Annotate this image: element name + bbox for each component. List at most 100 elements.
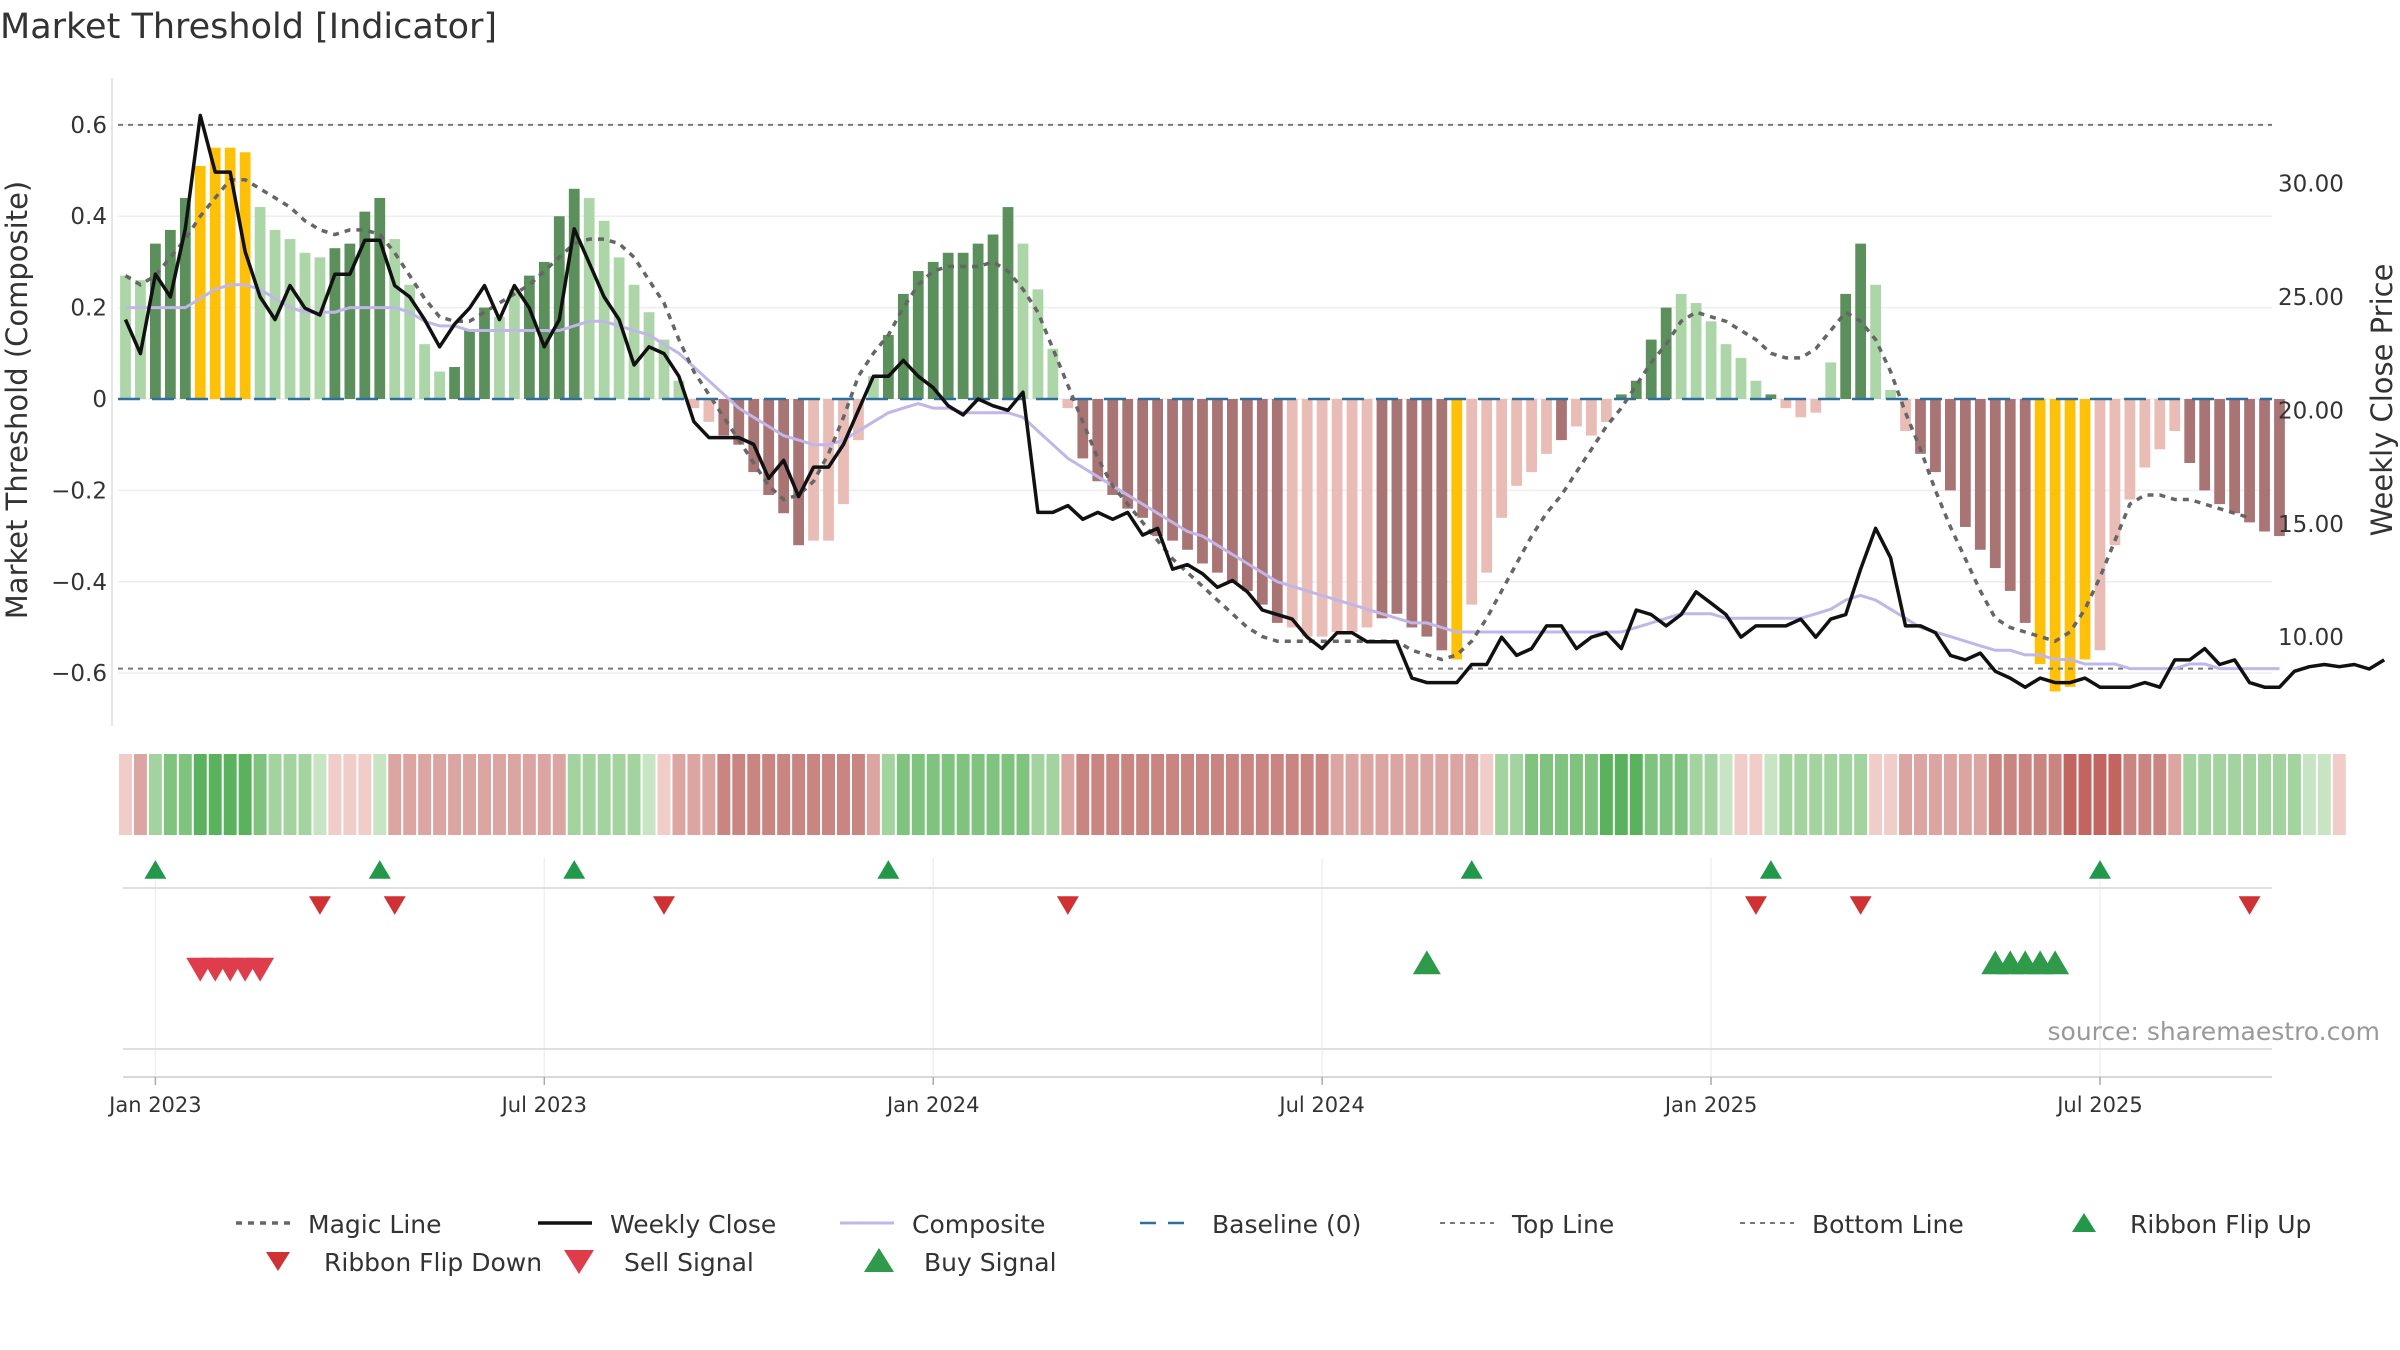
composite-bar	[179, 197, 191, 399]
composite-bar	[1376, 399, 1388, 619]
ribbon-flip-down-marker	[1849, 896, 1872, 915]
ribbon-cell	[2258, 754, 2271, 835]
ribbon-cell	[2078, 754, 2092, 835]
composite-bar	[673, 380, 685, 399]
ribbon-cell	[1166, 754, 1180, 835]
signal-markers	[123, 858, 2272, 1080]
ribbon-flip-up-marker	[563, 860, 586, 879]
y-tick-label: 0.6	[70, 113, 107, 139]
legend-swatch	[564, 1250, 594, 1274]
ribbon-cell	[1345, 754, 1359, 835]
ribbon-cell	[1689, 754, 1703, 835]
ribbon-cell	[2003, 754, 2017, 835]
y-tick-label: −0.4	[51, 570, 107, 596]
ribbon-cell	[418, 754, 432, 835]
composite-bar	[1466, 399, 1478, 605]
composite-bar	[1825, 362, 1837, 399]
composite-bar	[299, 252, 311, 399]
composite-bar	[1227, 399, 1238, 582]
composite-bar	[314, 257, 326, 399]
composite-bar	[972, 243, 984, 399]
composite-bar	[868, 376, 879, 399]
composite-bar	[374, 197, 386, 399]
composite-bar	[1945, 399, 1956, 491]
composite-bar	[1959, 399, 1971, 527]
ribbon-flip-up-marker	[1759, 860, 1782, 879]
ribbon-cell	[986, 754, 1000, 835]
composite-bar	[1077, 399, 1089, 459]
ribbon-cell	[388, 754, 402, 835]
ribbon-cell	[1734, 754, 1748, 835]
ribbon-cell	[1839, 754, 1853, 835]
ribbon-cell	[1644, 754, 1658, 835]
y-right-axis-label: Weekly Close Price	[2365, 264, 2399, 537]
legend-item-top: Top Line	[1440, 1210, 1614, 1239]
legend-label: Bottom Line	[1812, 1210, 1964, 1239]
composite-bar	[120, 275, 131, 399]
ribbon-cell	[1540, 754, 1553, 835]
composite-bar	[434, 371, 445, 399]
ribbon-cell	[537, 754, 551, 835]
composite-bar	[2244, 399, 2255, 523]
ribbon-cell	[896, 754, 910, 835]
sell-signal-marker	[246, 957, 275, 982]
ribbon-flip-down-marker	[652, 896, 675, 915]
composite-bar	[1615, 394, 1627, 399]
composite-bar	[1690, 303, 1702, 399]
composite-bar	[164, 229, 176, 399]
ribbon-flip-up-marker	[877, 860, 900, 879]
ribbon-cell	[1988, 754, 2002, 835]
ribbon-cell	[1255, 754, 1269, 835]
ribbon-cell	[313, 754, 327, 835]
composite-bar	[1421, 399, 1433, 637]
composite-bar	[2139, 399, 2151, 468]
composite-bar	[329, 248, 341, 399]
ribbon-cell	[1629, 754, 1643, 835]
ribbon-flip-down-marker	[383, 896, 406, 915]
composite-bar	[763, 399, 775, 495]
legend-swatch	[2072, 1213, 2096, 1232]
composite-bar	[2154, 399, 2166, 450]
ribbon-cell	[1405, 754, 1419, 835]
y-tick-label: 0.2	[70, 296, 107, 322]
ribbon-cell	[717, 754, 731, 835]
composite-bar	[598, 220, 610, 399]
ribbon-cell	[1719, 754, 1733, 835]
composite-bar	[1541, 399, 1552, 454]
ribbon-cell	[1659, 754, 1673, 835]
ribbon-cell	[672, 754, 686, 835]
composite-bar	[1481, 399, 1493, 573]
composite-bar	[1675, 293, 1687, 399]
ribbon-cell	[373, 754, 387, 835]
ribbon-cell	[1704, 754, 1718, 835]
composite-bar	[344, 243, 356, 399]
composite-bar	[1002, 207, 1014, 399]
ribbon-flip-up-marker	[368, 860, 391, 879]
legend: Magic Line Weekly Close Composite Baseline …	[236, 1210, 2311, 1277]
ribbon-cell	[2302, 754, 2316, 835]
ribbon-cell	[163, 754, 177, 835]
ribbon-cell	[1510, 754, 1524, 835]
composite-bar	[853, 399, 864, 441]
legend-item-buy: Buy Signal	[864, 1248, 1057, 1277]
y-tick-label: −0.2	[51, 478, 107, 504]
ribbon-cell	[1794, 754, 1808, 835]
ribbon-cell	[732, 754, 746, 835]
composite-bar	[1930, 399, 1941, 473]
ribbon-cell	[956, 754, 970, 835]
ribbon-cell	[119, 754, 132, 835]
composite-bar	[194, 165, 206, 399]
ribbon-cell	[507, 754, 521, 835]
composite-bar	[1092, 399, 1104, 482]
ribbon-cell	[1196, 754, 1209, 835]
ribbon-cell	[1240, 754, 1254, 835]
composite-bar	[479, 307, 490, 399]
ribbon-cell	[2228, 754, 2242, 835]
composite-bar	[897, 293, 909, 399]
composite-bar	[1152, 399, 1163, 537]
ribbon-cell	[208, 754, 222, 835]
composite-bar	[1810, 399, 1822, 413]
composite-bar	[927, 261, 939, 399]
composite-bar	[1600, 399, 1612, 422]
composite-bar	[1271, 399, 1283, 623]
